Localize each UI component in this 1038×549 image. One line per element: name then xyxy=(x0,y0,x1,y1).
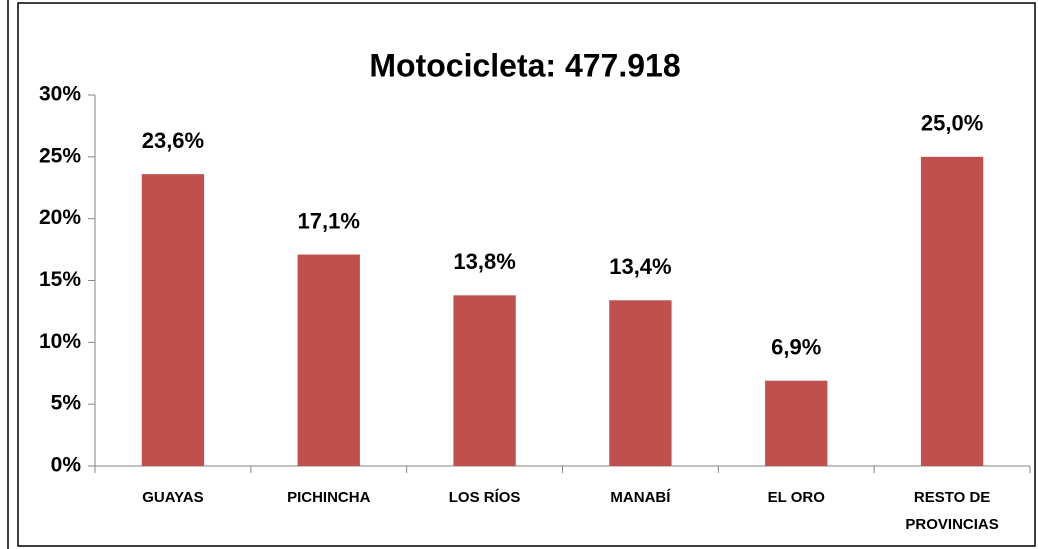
bar xyxy=(765,380,828,466)
y-tick-label: 20% xyxy=(39,206,81,229)
bar xyxy=(297,254,360,466)
x-tick-label: RESTO DE PROVINCIAS xyxy=(905,489,999,533)
x-tick-label: EL ORO xyxy=(767,489,825,506)
x-tick-label: PICHINCHA xyxy=(287,489,371,506)
data-label: 25,0% xyxy=(921,111,983,136)
bar xyxy=(453,295,516,466)
bar xyxy=(920,156,984,467)
y-tick-label: 15% xyxy=(39,268,81,291)
data-label: 13,8% xyxy=(453,249,515,274)
data-label: 17,1% xyxy=(298,208,360,233)
y-tick-label: 10% xyxy=(39,330,81,353)
bar xyxy=(609,300,672,466)
x-tick-label: LOS RÍOS xyxy=(448,489,521,506)
chart-frame xyxy=(17,2,1036,547)
x-tick-label: MANABÍ xyxy=(610,489,671,506)
y-tick-label: 25% xyxy=(39,144,81,167)
y-tick-label: 5% xyxy=(51,392,82,415)
data-label: 23,6% xyxy=(142,128,204,153)
x-tick-label: GUAYAS xyxy=(142,489,204,506)
bar xyxy=(141,174,205,466)
chart-title: Motocicleta: 477.918 xyxy=(369,47,680,83)
data-label: 13,4% xyxy=(609,254,671,279)
y-tick-label: 0% xyxy=(51,454,82,477)
y-tick-label: 30% xyxy=(39,83,81,106)
data-label: 6,9% xyxy=(771,334,821,359)
